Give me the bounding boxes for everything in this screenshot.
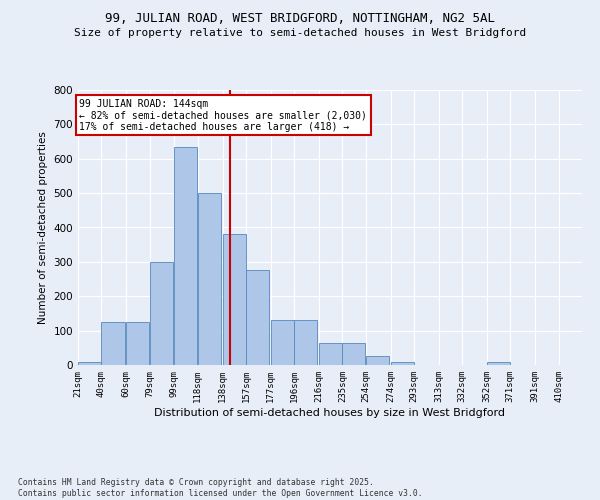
Text: Contains HM Land Registry data © Crown copyright and database right 2025.
Contai: Contains HM Land Registry data © Crown c… <box>18 478 422 498</box>
Bar <box>223 234 245 365</box>
Bar <box>246 270 269 365</box>
Bar <box>487 362 510 365</box>
Y-axis label: Number of semi-detached properties: Number of semi-detached properties <box>38 131 48 324</box>
Bar <box>149 262 173 365</box>
Text: Size of property relative to semi-detached houses in West Bridgford: Size of property relative to semi-detach… <box>74 28 526 38</box>
Bar <box>343 342 365 365</box>
Bar <box>271 320 294 365</box>
Bar <box>319 342 342 365</box>
Bar <box>198 193 221 365</box>
Bar <box>78 362 101 365</box>
X-axis label: Distribution of semi-detached houses by size in West Bridgford: Distribution of semi-detached houses by … <box>155 408 505 418</box>
Bar <box>101 322 125 365</box>
Bar <box>391 362 413 365</box>
Bar <box>175 146 197 365</box>
Bar <box>366 356 389 365</box>
Bar <box>294 320 317 365</box>
Text: 99, JULIAN ROAD, WEST BRIDGFORD, NOTTINGHAM, NG2 5AL: 99, JULIAN ROAD, WEST BRIDGFORD, NOTTING… <box>105 12 495 26</box>
Bar <box>126 322 149 365</box>
Text: 99 JULIAN ROAD: 144sqm
← 82% of semi-detached houses are smaller (2,030)
17% of : 99 JULIAN ROAD: 144sqm ← 82% of semi-det… <box>79 98 367 132</box>
